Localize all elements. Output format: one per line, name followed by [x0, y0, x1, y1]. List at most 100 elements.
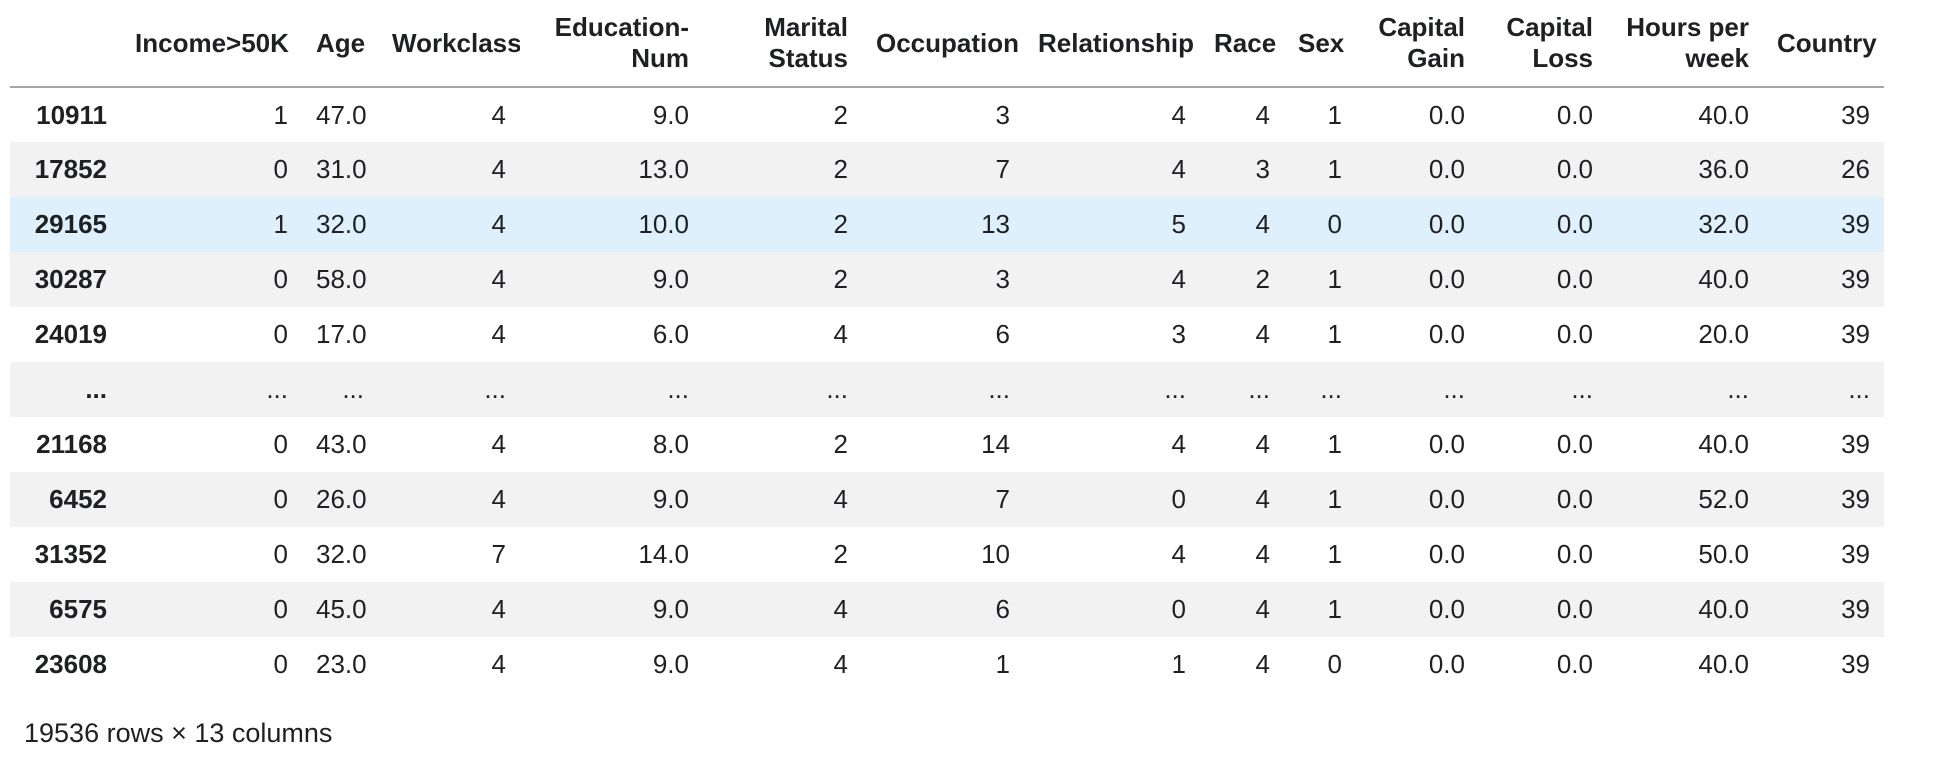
table-cell: 0.0	[1556, 594, 1593, 624]
table-cell: 1	[1327, 154, 1342, 184]
table-cell: 0.0	[1556, 429, 1593, 459]
column-header: Occupation	[862, 0, 1024, 88]
table-cell: 1	[273, 99, 288, 130]
table-cell: 0	[1327, 649, 1342, 679]
table-row: 23608 0 23.0 4 9.0 4 1 1 4 0 0.0 0.0 40.0 39	[10, 637, 1884, 692]
table-cell: 43.0	[316, 429, 367, 459]
table-cell: 32.0	[316, 209, 367, 239]
table-cell: 2	[833, 154, 848, 184]
table-cell: 4	[833, 484, 848, 514]
table-cell: 6	[995, 594, 1010, 624]
table-cell: 3	[995, 264, 1010, 294]
table-cell: 0	[273, 319, 288, 349]
column-header: Education-Num	[520, 0, 703, 88]
table-cell: 1	[995, 649, 1010, 679]
table-cell: 8.0	[652, 429, 689, 459]
table-cell: 4	[491, 484, 506, 514]
table-cell: ...	[342, 374, 364, 404]
row-index-cell: 30287	[34, 264, 107, 294]
table-cell: 2	[833, 209, 848, 239]
table-cell: 17.0	[316, 319, 367, 349]
table-cell: 39	[1841, 209, 1870, 239]
table-row: 31352 0 32.0 7 14.0 2 10 4 4 1 0.0 0.0 50.0 39	[10, 527, 1884, 582]
table-cell: 36.0	[1698, 154, 1749, 184]
table-cell: 2	[1255, 264, 1270, 294]
table-cell: 39	[1841, 99, 1870, 130]
table-cell: 0.0	[1556, 154, 1593, 184]
table-cell: 0	[273, 484, 288, 514]
table-cell: 2	[833, 539, 848, 569]
table-cell: 4	[1171, 429, 1186, 459]
table-cell: 39	[1841, 319, 1870, 349]
table-cell: 1	[1327, 539, 1342, 569]
row-index-cell: 21168	[36, 429, 107, 459]
column-header: Relationship	[1024, 0, 1200, 88]
table-cell: 0.0	[1428, 429, 1465, 459]
table-cell: 0	[1171, 594, 1186, 624]
table-cell: 39	[1841, 649, 1870, 679]
row-index-cell: 29165	[34, 209, 107, 239]
table-cell: 4	[1255, 484, 1270, 514]
table-cell: 4	[1255, 539, 1270, 569]
table-cell: 4	[491, 594, 506, 624]
column-header: Country	[1763, 0, 1884, 88]
table-cell: 0.0	[1556, 649, 1593, 679]
table-cell: 4	[1255, 209, 1270, 239]
table-cell: 0.0	[1428, 154, 1465, 184]
column-header: Capital Gain	[1356, 0, 1479, 88]
table-cell: 40.0	[1698, 99, 1749, 130]
table-row: 21168 0 43.0 4 8.0 2 14 4 4 1 0.0 0.0 40.0 39	[10, 417, 1884, 472]
table-cell: 0	[273, 264, 288, 294]
table-cell: ...	[667, 374, 689, 404]
column-header: Hours per week	[1607, 0, 1763, 88]
row-index-cell: 6575	[49, 594, 107, 624]
table-cell: 2	[833, 429, 848, 459]
table-cell: 1	[1327, 99, 1342, 130]
table-cell: 23.0	[316, 649, 367, 679]
column-header: Race	[1200, 0, 1284, 88]
table-cell: 0	[273, 539, 288, 569]
table-cell: 26.0	[316, 484, 367, 514]
header-row: Income>50K Age Workclass Education-Num Marit…	[10, 0, 1884, 88]
table-cell: 4	[491, 154, 506, 184]
table-cell: 0.0	[1556, 319, 1593, 349]
table-cell: 4	[491, 429, 506, 459]
table-cell: 0.0	[1428, 484, 1465, 514]
row-index-cell: 31352	[34, 539, 107, 569]
table-cell: 50.0	[1698, 539, 1749, 569]
table-cell: ...	[1443, 374, 1465, 404]
table-cell: 39	[1841, 539, 1870, 569]
table-cell: 40.0	[1698, 429, 1749, 459]
table-cell: 10.0	[638, 209, 689, 239]
table-cell: 1	[1327, 264, 1342, 294]
table-cell: 0.0	[1428, 594, 1465, 624]
table-cell: 6	[995, 319, 1010, 349]
table-cell: 31.0	[316, 154, 367, 184]
table-cell: 5	[1171, 209, 1186, 239]
table-cell: 0	[273, 429, 288, 459]
table-cell: 0	[1171, 484, 1186, 514]
row-index-cell: ...	[85, 374, 107, 404]
table-cell: ...	[1727, 374, 1749, 404]
table-row: 6452 0 26.0 4 9.0 4 7 0 4 1 0.0 0.0 52.0 39	[10, 472, 1884, 527]
table-cell: 7	[995, 154, 1010, 184]
table-cell: 1	[1327, 429, 1342, 459]
table-cell: ...	[988, 374, 1010, 404]
table-cell: 39	[1841, 484, 1870, 514]
table-cell: 3	[995, 99, 1010, 130]
table-row: 24019 0 17.0 4 6.0 4 6 3 4 1 0.0 0.0 20.0 39	[10, 307, 1884, 362]
table-cell: 7	[491, 539, 506, 569]
table-cell: 2	[833, 99, 848, 130]
column-header: Sex	[1284, 0, 1356, 88]
table-cell: 4	[491, 209, 506, 239]
table-cell: 2	[833, 264, 848, 294]
table-cell: 40.0	[1698, 649, 1749, 679]
dataframe-table: Income>50K Age Workclass Education-Num Marit…	[10, 0, 1884, 692]
table-cell: 0.0	[1428, 209, 1465, 239]
table-cell: 1	[1171, 649, 1186, 679]
table-cell: 58.0	[316, 264, 367, 294]
table-cell: 9.0	[652, 264, 689, 294]
table-cell: 1	[1327, 484, 1342, 514]
column-header: Age	[302, 0, 378, 88]
